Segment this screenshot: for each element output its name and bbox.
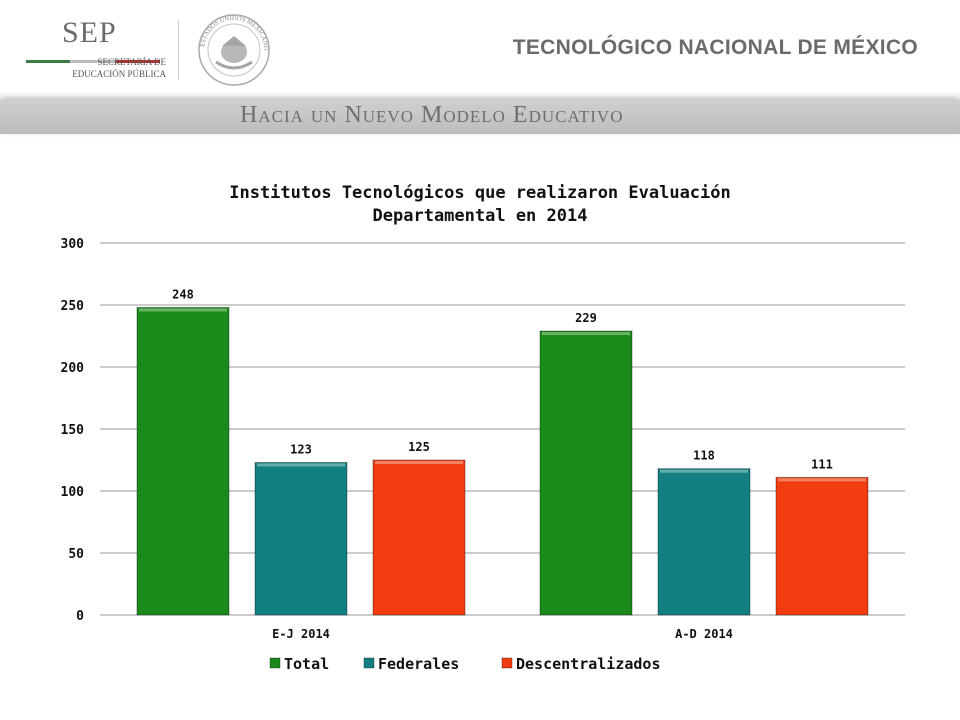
- legend-label-total: Total: [284, 655, 329, 673]
- bar-total-1: [539, 330, 633, 616]
- legend-swatch-total: [269, 657, 281, 669]
- legend: Total Federales Descentralizados: [269, 655, 661, 673]
- y-tick-label: 0: [76, 609, 84, 624]
- x-tick-label: A-D 2014: [675, 627, 733, 641]
- bar-highlight: [778, 478, 866, 482]
- data-label: 248: [172, 287, 194, 301]
- data-label: 125: [408, 440, 430, 454]
- bar-highlight: [375, 461, 463, 464]
- header-divider: [178, 20, 179, 80]
- sep-logo-text: SEP: [62, 16, 117, 49]
- bar-federales-0: [254, 461, 348, 616]
- bar-highlight: [542, 332, 630, 336]
- national-seal-icon: ESTADOS UNIDOS MEXICANOS: [194, 12, 270, 86]
- bar-federales-1: [657, 468, 751, 616]
- bars: [136, 306, 869, 616]
- sep-logo: SEP SECRETARÍA DE EDUCACIÓN PÚBLICA: [22, 14, 166, 84]
- bar-chart: Institutos Tecnológicos que realizaron E…: [61, 183, 905, 673]
- chart-title-line1: Institutos Tecnológicos que realizaron E…: [229, 183, 731, 203]
- legend-swatch-descentralizados: [501, 657, 513, 669]
- bar-descentralizados-0: [372, 459, 466, 616]
- legend-label-federales: Federales: [378, 655, 459, 673]
- sep-subtitle-line1: SECRETARÍA DE: [97, 57, 166, 67]
- data-labels: 248 123 125 229 118 111: [172, 287, 833, 471]
- bar-highlight: [139, 308, 227, 312]
- sep-subtitle-line2: EDUCACIÓN PÚBLICA: [72, 69, 166, 79]
- y-tick-label: 250: [61, 299, 85, 314]
- institution-title: TECNOLÓGICO NACIONAL DE MÉXICO: [512, 36, 918, 59]
- banner: Hacia un Nuevo Modelo Educativo: [0, 100, 960, 134]
- sep-subtitle: SECRETARÍA DE EDUCACIÓN PÚBLICA: [26, 56, 166, 80]
- y-axis-ticks: 0 50 100 150 200 250 300: [61, 237, 85, 624]
- bar-highlight: [660, 469, 748, 473]
- header: SEP SECRETARÍA DE EDUCACIÓN PÚBLICA ESTA…: [0, 0, 960, 100]
- bar-highlight: [257, 463, 345, 467]
- x-tick-label: E-J 2014: [272, 627, 330, 641]
- legend-label-descentralizados: Descentralizados: [516, 655, 661, 673]
- data-label: 123: [290, 442, 312, 456]
- legend-swatch-federales: [363, 657, 375, 669]
- y-tick-label: 200: [61, 361, 85, 376]
- sep-logo-stripe: [26, 50, 160, 63]
- gridlines: [100, 242, 905, 616]
- bar-descentralizados-1: [775, 476, 869, 616]
- y-tick-label: 100: [61, 485, 85, 500]
- y-tick-label: 150: [61, 423, 85, 438]
- data-label: 118: [693, 449, 715, 463]
- y-tick-label: 300: [61, 237, 85, 252]
- chart-title-line2: Departamental en 2014: [373, 206, 588, 226]
- banner-text: Hacia un Nuevo Modelo Educativo: [240, 102, 624, 128]
- data-label: 111: [811, 457, 833, 471]
- x-axis-ticks: E-J 2014 A-D 2014: [272, 627, 733, 641]
- bar-total-0: [136, 306, 230, 616]
- y-tick-label: 50: [68, 547, 84, 562]
- data-label: 229: [575, 311, 597, 325]
